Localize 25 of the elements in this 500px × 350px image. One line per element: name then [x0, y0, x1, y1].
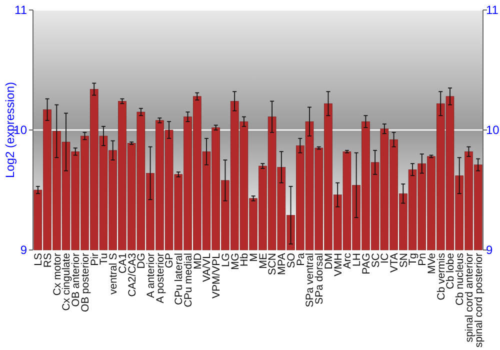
x-tick-label: VMH	[332, 253, 344, 276]
y-tick-label: 11	[14, 3, 28, 18]
x-tick-label: Pa	[294, 252, 307, 266]
x-tick-label: Pir	[88, 252, 101, 266]
x-tick-label: SC	[370, 252, 382, 268]
x-tick-label: spinal cord posterior	[472, 252, 485, 348]
x-tick-label: MD	[192, 252, 204, 270]
x-tick-label: Arc	[342, 253, 354, 269]
y2-tick-label: 11	[486, 3, 499, 18]
x-tick-label: Cx cingulate	[60, 252, 73, 311]
y-tick-label: 9	[20, 243, 28, 258]
y-tick-label: 10	[14, 123, 28, 138]
x-tick-label: SCN	[266, 253, 279, 276]
x-tick-label: Tg	[407, 252, 420, 266]
x-tick-label: GP	[164, 253, 176, 268]
x-tick-label: CA2/CA3	[126, 252, 138, 297]
x-tick-label: Cb lobe	[444, 252, 457, 290]
x-tick-label: CPu medial	[182, 253, 194, 308]
x-tick-label: ME	[257, 253, 270, 269]
x-tick-label: VA/VL	[201, 252, 214, 282]
x-tick-label: Tu	[98, 252, 110, 265]
y2-tick-label: 9	[486, 243, 493, 258]
x-tick-label: A posterior	[154, 252, 166, 304]
y2-tick-label: 10	[486, 123, 500, 138]
x-tick-label: SN	[398, 253, 410, 268]
